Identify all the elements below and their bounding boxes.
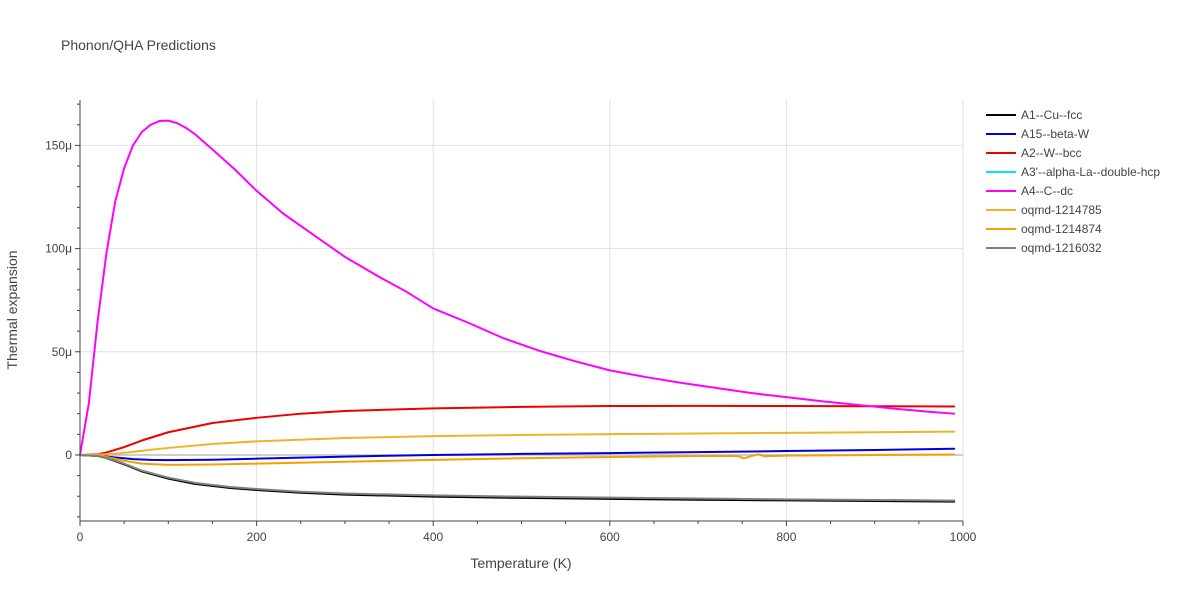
legend-item-3[interactable]: A3'--alpha-La--double-hcp [986,165,1160,179]
series-line-2 [79,404,956,456]
chart-title: Phonon/QHA Predictions [61,37,216,53]
legend-label: A15--beta-W [1021,127,1090,141]
y-tick-label: 0 [65,448,72,462]
legend-item-0[interactable]: A1--Cu--fcc [986,108,1082,122]
legend-item-1[interactable]: A15--beta-W [986,127,1090,141]
legend-label: oqmd-1216032 [1021,241,1102,255]
y-tick-label: 150μ [45,138,72,152]
axes [75,100,964,526]
legend-item-6[interactable]: oqmd-1214874 [986,222,1102,236]
y-tick-labels: 0 50μ 100μ 150μ [45,138,72,462]
series-lines [79,119,956,503]
x-tick-label: 600 [600,530,620,544]
legend-item-2[interactable]: A2--W--bcc [986,146,1081,160]
legend[interactable]: A1--Cu--fcc A15--beta-W A2--W--bcc A3'--alp… [986,108,1160,255]
x-axis-title: Temperature (K) [470,555,571,571]
legend-label: A3'--alpha-La--double-hcp [1021,165,1160,179]
legend-label: oqmd-1214785 [1021,203,1102,217]
legend-label: A2--W--bcc [1021,146,1081,160]
series-line-7 [79,453,956,502]
legend-label: A4--C--dc [1021,184,1073,198]
series-line-0 [79,453,956,503]
legend-item-5[interactable]: oqmd-1214785 [986,203,1102,217]
series-line-6 [79,453,956,466]
x-tick-label: 200 [247,530,267,544]
x-tick-labels: 0 200 400 600 800 1000 [77,530,977,544]
series-line-4 [79,119,956,456]
series-line-5 [79,430,956,456]
y-tick-label: 50μ [52,345,72,359]
grid [80,100,964,521]
legend-item-7[interactable]: oqmd-1216032 [986,241,1102,255]
legend-item-4[interactable]: A4--C--dc [986,184,1073,198]
legend-label: A1--Cu--fcc [1021,108,1082,122]
y-tick-label: 100μ [45,242,72,256]
legend-label: oqmd-1214874 [1021,222,1102,236]
x-tick-label: 0 [77,530,84,544]
y-axis-title: Thermal expansion [4,250,20,369]
series-line-1 [79,447,956,462]
x-tick-label: 800 [776,530,796,544]
x-tick-label: 1000 [950,530,977,544]
x-tick-label: 400 [423,530,443,544]
